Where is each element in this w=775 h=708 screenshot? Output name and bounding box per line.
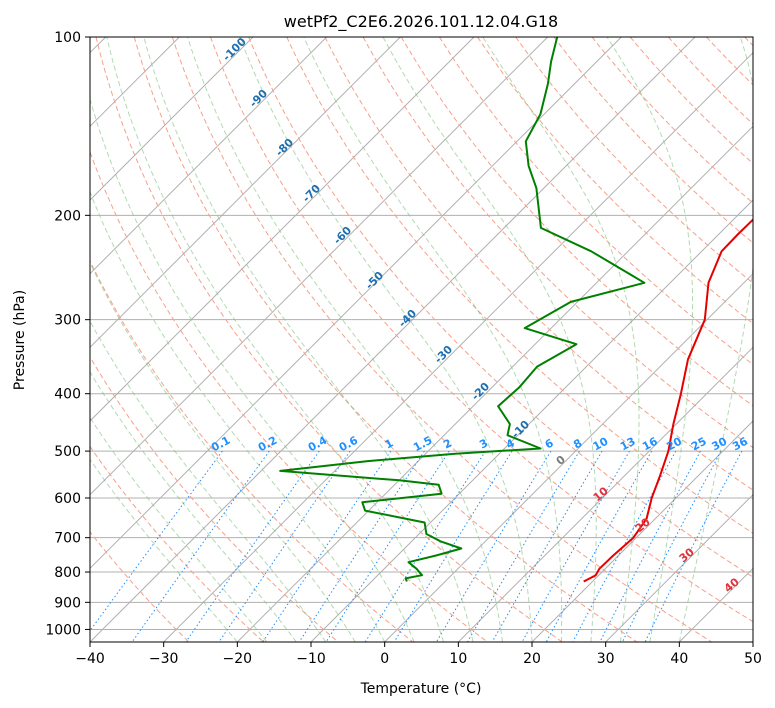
dry-adiabat-line [515, 37, 753, 284]
moist-adiabat-line [90, 261, 356, 642]
x-tick-label: −30 [149, 651, 179, 667]
dry-adiabat-line [90, 150, 488, 642]
x-tick-label: 20 [523, 651, 541, 667]
moist-adiabat-line [482, 37, 640, 642]
isotherm-line [605, 493, 753, 642]
mixing-ratio-line [599, 450, 701, 642]
mixing-ratio-line [90, 450, 223, 632]
moist-adiabat-line [382, 37, 597, 642]
y-tick-label: 800 [54, 565, 81, 581]
isotherm-line [236, 125, 753, 642]
y-tick-label: 1000 [45, 622, 81, 638]
dry-adiabat-line [90, 445, 264, 642]
moist-adiabat-line [90, 416, 268, 642]
x-axis-title: Temperature (°C) [360, 681, 482, 697]
y-tick-label: 200 [54, 208, 81, 224]
mixing-ratio-line [621, 450, 722, 642]
dry-adiabat-line [362, 37, 753, 449]
dry-adiabat-line [553, 37, 753, 244]
moist-adiabat-line [678, 37, 753, 642]
moist-adiabat-line [303, 37, 563, 642]
moist-adiabat-line [106, 37, 445, 642]
x-tick-label: 30 [597, 651, 615, 667]
mixing-ratio-line [521, 450, 630, 642]
isotherm-line [90, 37, 475, 422]
mixing-ratio-label: 13 [618, 435, 638, 454]
mixing-ratio-label: 25 [689, 435, 709, 454]
mixing-ratio-line [572, 450, 677, 642]
dry-adiabat-line [438, 37, 753, 366]
sounding-series [279, 37, 753, 583]
chart-title: wetPf2_C2E6.2026.101.12.04.G18 [284, 12, 558, 32]
mixing-ratio-line [491, 450, 603, 642]
dry-adiabat-line [95, 37, 563, 642]
mixing-ratio-label: 20 [664, 435, 684, 454]
moist-adiabat-line [143, 37, 474, 642]
mixing-ratio-line [298, 450, 425, 642]
isotherm-line [90, 37, 549, 496]
temperature-line [583, 218, 753, 583]
mixing-ratio-label: 10 [591, 435, 611, 454]
x-tick-label: −10 [296, 651, 326, 667]
dry-adiabat-line [133, 37, 638, 642]
axes: −40 −30 −20 −10 0 10 20 30 40 50 100 200 300 400 500 60… [45, 30, 762, 667]
dry-adiabat-line [210, 37, 753, 623]
moist-adiabat-line [606, 37, 694, 642]
y-axis-title: Pressure (hPa) [12, 290, 28, 390]
dry-adiabat-line [629, 37, 753, 165]
x-tick-label: −20 [223, 651, 253, 667]
mixing-ratio-line [545, 450, 653, 642]
isotherm-line [163, 51, 753, 642]
y-tick-label: 400 [54, 387, 81, 403]
isotherm-line [457, 346, 753, 642]
moist-adiabat-line [90, 190, 386, 642]
x-tick-label: 50 [744, 651, 762, 667]
dewpoint-line [279, 37, 646, 582]
mixing-ratio-line [262, 450, 392, 642]
x-tick-label: −40 [75, 651, 105, 667]
y-tick-label: 600 [54, 491, 81, 507]
moist-adiabat-line [187, 37, 503, 642]
mixing-ratio-line [644, 450, 743, 642]
mixing-ratio-label: 16 [640, 435, 660, 454]
x-tick-label: 40 [670, 651, 688, 667]
y-tick-label: 300 [54, 313, 81, 329]
isotherm-line [90, 37, 622, 570]
isotherm-line [90, 37, 328, 275]
background-lines [90, 37, 753, 642]
x-tick-label: 0 [380, 651, 389, 667]
isotherm-line [90, 37, 696, 642]
plot-frame [89, 36, 754, 643]
y-tick-label: 900 [54, 595, 81, 611]
y-tick-label: 500 [54, 444, 81, 460]
dry-adiabat-line [400, 37, 753, 407]
isotherm-line [531, 420, 753, 642]
dry-adiabat-line [171, 37, 712, 642]
moist-adiabat-line [90, 458, 238, 642]
isotherm-line [90, 37, 254, 201]
x-tick-label: 10 [449, 651, 467, 667]
mixing-ratio-line [218, 450, 351, 642]
plot-area [90, 37, 753, 642]
y-tick-label: 100 [54, 30, 81, 46]
mixing-ratio-label: 36 [730, 435, 750, 454]
mixing-ratio-label: 30 [710, 435, 730, 454]
mixing-ratio-line [393, 450, 513, 642]
dry-adiabat-line [286, 37, 753, 534]
mixing-ratio-line [185, 450, 320, 642]
isotherm-line [90, 37, 401, 349]
dry-adiabat-line [90, 259, 414, 642]
moist-adiabat-line [239, 37, 533, 642]
dry-adiabat-line [248, 37, 753, 578]
y-tick-label: 700 [54, 531, 81, 547]
isotherm-line [384, 272, 753, 642]
moist-adiabat-line [90, 320, 327, 642]
